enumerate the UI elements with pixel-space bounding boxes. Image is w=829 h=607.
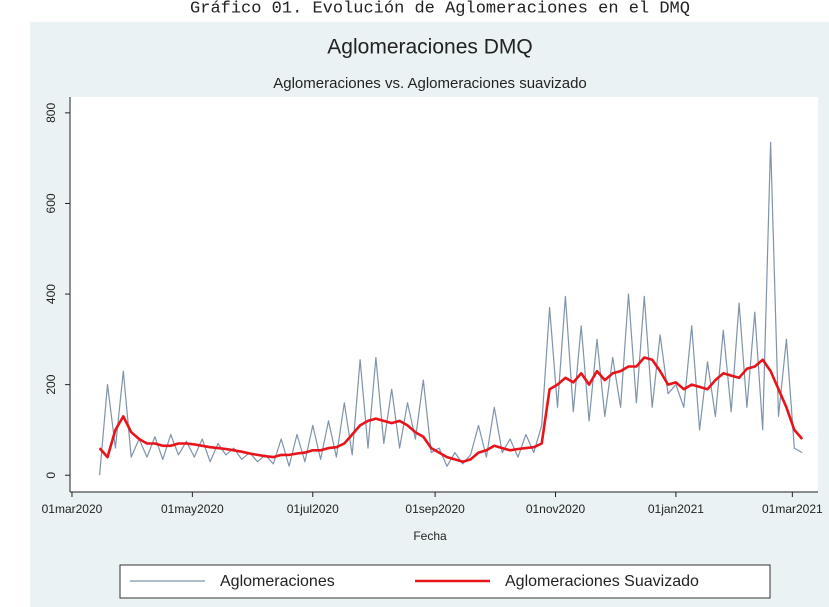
y-tick-label: 800	[44, 103, 58, 123]
y-tick-label: 600	[44, 193, 58, 213]
caption: Gráfico 01. Evolución de Aglomeraciones …	[190, 0, 690, 18]
x-axis-label: Fecha	[413, 529, 447, 543]
x-tick-label: 01sep2020	[405, 502, 465, 516]
chart-title: Aglomeraciones DMQ	[327, 36, 532, 59]
chart-subtitle: Aglomeraciones vs. Aglomeraciones suaviz…	[273, 75, 587, 92]
x-tick-label: 01mar2020	[42, 502, 103, 516]
x-tick-label: 01nov2020	[526, 502, 586, 516]
y-tick-label: 200	[44, 374, 58, 394]
y-tick-label: 0	[44, 472, 58, 479]
series-line	[98, 356, 804, 463]
x-tick-label: 01may2020	[161, 502, 224, 516]
plot-area	[70, 97, 818, 492]
x-tick-label: 01mar2021	[762, 502, 823, 516]
legend-label: Aglomeraciones Suavizado	[505, 573, 699, 590]
y-tick-label: 400	[44, 284, 58, 304]
legend-label: Aglomeraciones	[220, 573, 335, 590]
x-tick-label: 01jan2021	[648, 502, 704, 516]
x-tick-label: 01jul2020	[287, 502, 339, 516]
